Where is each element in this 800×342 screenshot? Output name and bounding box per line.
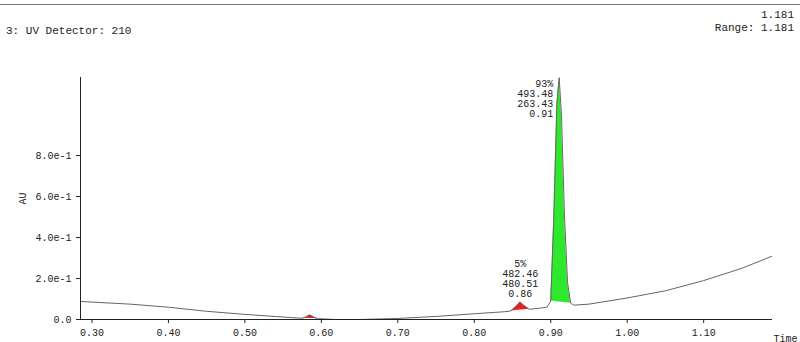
html-text:3: UV Detector: 210: 3: UV Detector: 210: [6, 25, 132, 37]
svg-text:0.50: 0.50: [233, 328, 257, 339]
html-text:Range: 1.181: Range: 1.181: [714, 22, 794, 34]
svg-text:6.0e-1: 6.0e-1: [35, 192, 71, 203]
svg-text:1.00: 1.00: [615, 328, 639, 339]
svg-text:0.60: 0.60: [309, 328, 333, 339]
svg-text:93%493.48263.430.91: 93%493.48263.430.91: [517, 79, 553, 120]
svg-text:Time: Time: [773, 334, 797, 342]
svg-text:2.0e-1: 2.0e-1: [35, 274, 71, 285]
svg-text:0.40: 0.40: [156, 328, 180, 339]
svg-text:4.0e-1: 4.0e-1: [35, 233, 71, 244]
svg-text:0.70: 0.70: [386, 328, 410, 339]
svg-text:0.90: 0.90: [539, 328, 563, 339]
svg-text:1.10: 1.10: [692, 328, 716, 339]
html-text:1.181: 1.181: [761, 9, 794, 21]
svg-text:0.30: 0.30: [80, 328, 104, 339]
svg-text:0.0: 0.0: [53, 315, 71, 326]
svg-text:5%482.46480.510.86: 5%482.46480.510.86: [502, 259, 538, 300]
svg-text:AU: AU: [18, 192, 29, 204]
svg-text:0.80: 0.80: [462, 328, 486, 339]
svg-text:8.0e-1: 8.0e-1: [35, 151, 71, 162]
